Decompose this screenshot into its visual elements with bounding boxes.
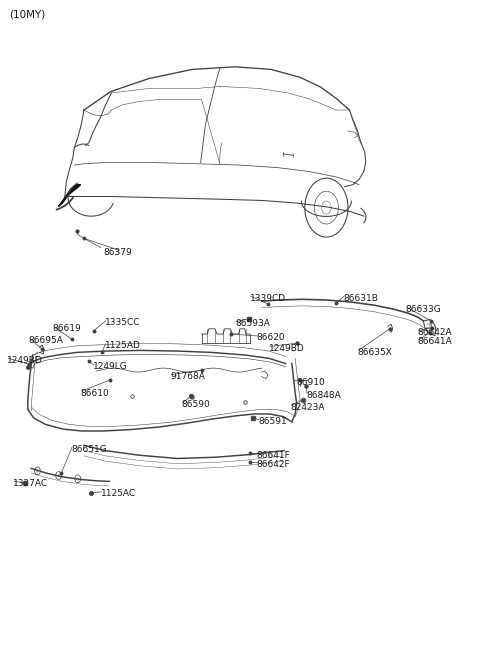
- Text: 86620: 86620: [257, 333, 286, 343]
- Text: 91768A: 91768A: [170, 372, 205, 381]
- Text: (10MY): (10MY): [10, 10, 46, 20]
- Text: 1327AC: 1327AC: [13, 479, 48, 488]
- Text: 86910: 86910: [297, 378, 325, 387]
- Text: 1249BD: 1249BD: [269, 344, 304, 353]
- Text: 86379: 86379: [103, 248, 132, 257]
- Text: 86641F: 86641F: [257, 451, 290, 460]
- Text: 86848A: 86848A: [306, 391, 341, 400]
- Text: 86593A: 86593A: [235, 319, 270, 328]
- Text: 1249LG: 1249LG: [93, 362, 127, 371]
- Text: 86633G: 86633G: [406, 305, 441, 314]
- Text: 86642A: 86642A: [418, 328, 452, 337]
- Text: 86641A: 86641A: [418, 337, 452, 346]
- Text: 86635X: 86635X: [358, 348, 393, 357]
- Polygon shape: [59, 185, 81, 206]
- Text: 82423A: 82423A: [290, 403, 325, 412]
- Text: 1335CC: 1335CC: [105, 318, 140, 328]
- Text: 86651G: 86651G: [71, 445, 107, 454]
- Text: 86695A: 86695A: [29, 336, 64, 345]
- Text: 86610: 86610: [81, 388, 109, 398]
- Text: 1339CD: 1339CD: [250, 293, 286, 303]
- Text: 86631B: 86631B: [343, 293, 378, 303]
- Text: 1125AD: 1125AD: [105, 341, 141, 350]
- Text: 86619: 86619: [53, 324, 82, 333]
- Text: 86642F: 86642F: [257, 460, 290, 469]
- Text: 86590: 86590: [181, 400, 210, 409]
- Text: 86591: 86591: [258, 417, 287, 426]
- Text: 1125AC: 1125AC: [101, 489, 136, 498]
- Text: 1249BD: 1249BD: [7, 356, 43, 365]
